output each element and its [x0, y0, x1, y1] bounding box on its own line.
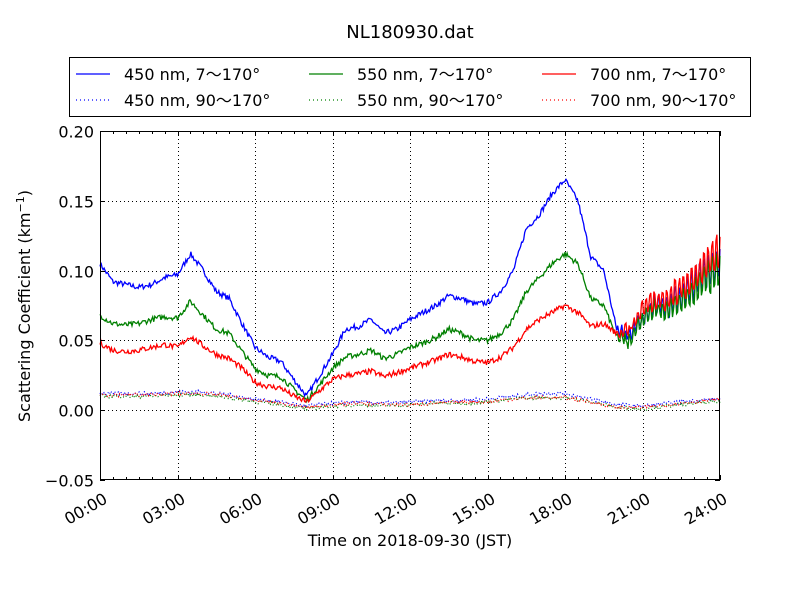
- series-line-4: [99, 391, 721, 412]
- y-tick-label: −0.05: [45, 472, 94, 491]
- y-tick-label: 0.20: [58, 123, 94, 142]
- x-tick-label: 24:00: [681, 489, 730, 529]
- series-lines: [99, 178, 721, 412]
- chart-title: NL180930.dat: [346, 22, 473, 43]
- series-line-5: [99, 390, 721, 412]
- y-axis-label-main: Scattering Coefficient (km: [15, 212, 34, 422]
- x-tick-label: 09:00: [294, 489, 343, 529]
- x-tick-label: 06:00: [216, 489, 265, 529]
- y-tick-label: 0.00: [58, 402, 94, 421]
- x-tick-label: 18:00: [526, 489, 575, 529]
- y-axis-label: Scattering Coefficient (km−1): [14, 190, 34, 422]
- legend-label: 450 nm, 90～170°: [124, 91, 270, 110]
- series-line-0: [99, 178, 721, 398]
- legend-label: 450 nm, 7～170°: [124, 65, 260, 84]
- legend-label: 550 nm, 7～170°: [357, 65, 493, 84]
- x-tick-label: 21:00: [604, 489, 653, 529]
- legend-box: [69, 57, 751, 117]
- legend: 450 nm, 7～170° 550 nm, 7～170° 700 nm, 7～17…: [69, 57, 751, 117]
- legend-label: 700 nm, 7～170°: [590, 65, 726, 84]
- y-axis-label-sup: −1: [14, 196, 27, 212]
- x-tick-label: 03:00: [139, 489, 188, 529]
- x-tick-label: 12:00: [371, 489, 420, 529]
- y-tick-label: 0.05: [58, 332, 94, 351]
- x-tick-label: 00:00: [61, 489, 110, 529]
- y-axis-label-end: ): [15, 190, 34, 196]
- legend-label: 550 nm, 90～170°: [357, 91, 503, 110]
- grid: [100, 131, 720, 480]
- x-tick-label: 15:00: [449, 489, 498, 529]
- y-tick-label: 0.15: [58, 193, 94, 212]
- y-tick-label: 0.10: [58, 263, 94, 282]
- series-line-1: [99, 250, 721, 404]
- x-axis-label: Time on 2018-09-30 (JST): [307, 531, 512, 550]
- axis-ticks: 00:00 03:00 06:00 09:00 12:00 15:00 18:00 21:00…: [45, 123, 731, 529]
- legend-label: 700 nm, 90～170°: [590, 91, 736, 110]
- series-line-2: [99, 234, 721, 404]
